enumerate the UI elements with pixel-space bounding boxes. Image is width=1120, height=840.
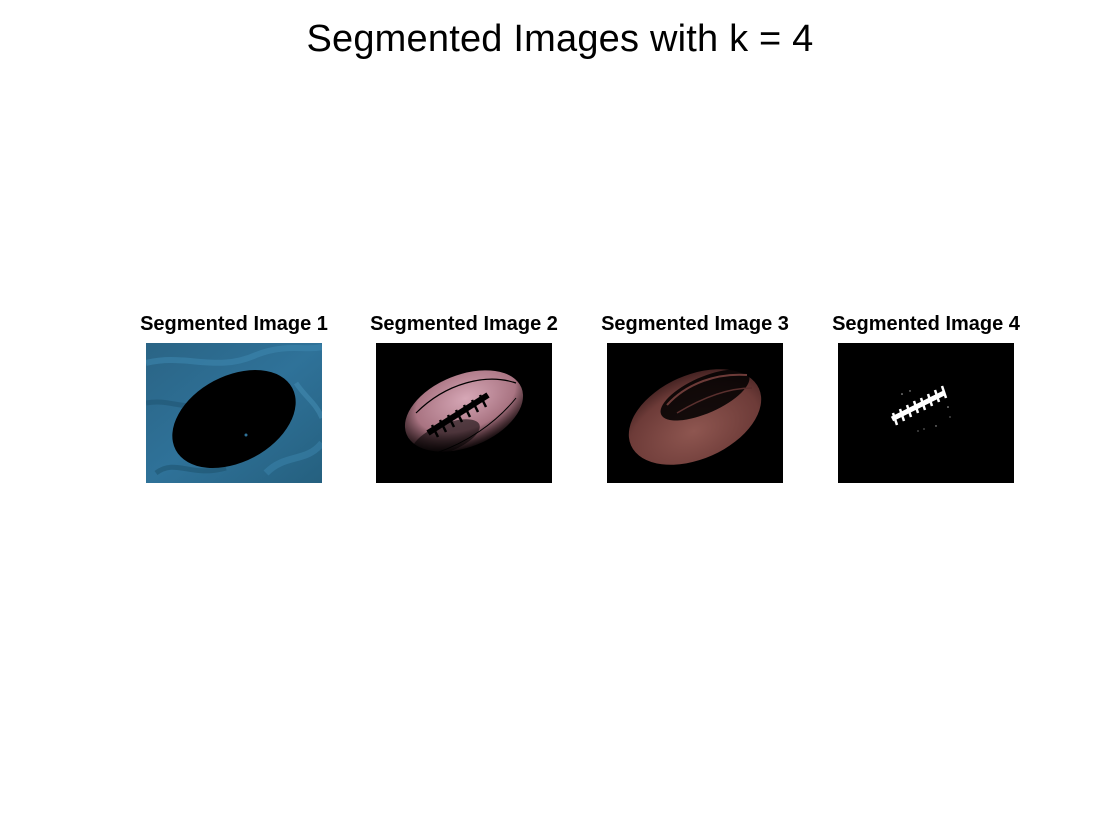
segment-panel-1: Segmented Image 1 bbox=[119, 313, 349, 488]
segment-panel-3: Segmented Image 3 bbox=[580, 313, 810, 488]
segment-panel-4: Segmented Image 4 bbox=[811, 313, 1041, 488]
segment-panel-3-title: Segmented Image 3 bbox=[601, 313, 789, 335]
segment-panel-2: Segmented Image 2 bbox=[349, 313, 579, 488]
segment-panel-1-title: Segmented Image 1 bbox=[140, 313, 328, 335]
segmented-image-1 bbox=[146, 343, 322, 483]
figure-title: Segmented Images with k = 4 bbox=[306, 18, 814, 60]
segment-panel-4-title: Segmented Image 4 bbox=[832, 313, 1020, 335]
segmented-image-3 bbox=[607, 343, 783, 483]
segmented-image-2 bbox=[376, 343, 552, 483]
segmented-image-4 bbox=[838, 343, 1014, 483]
segment-panel-2-title: Segmented Image 2 bbox=[370, 313, 558, 335]
